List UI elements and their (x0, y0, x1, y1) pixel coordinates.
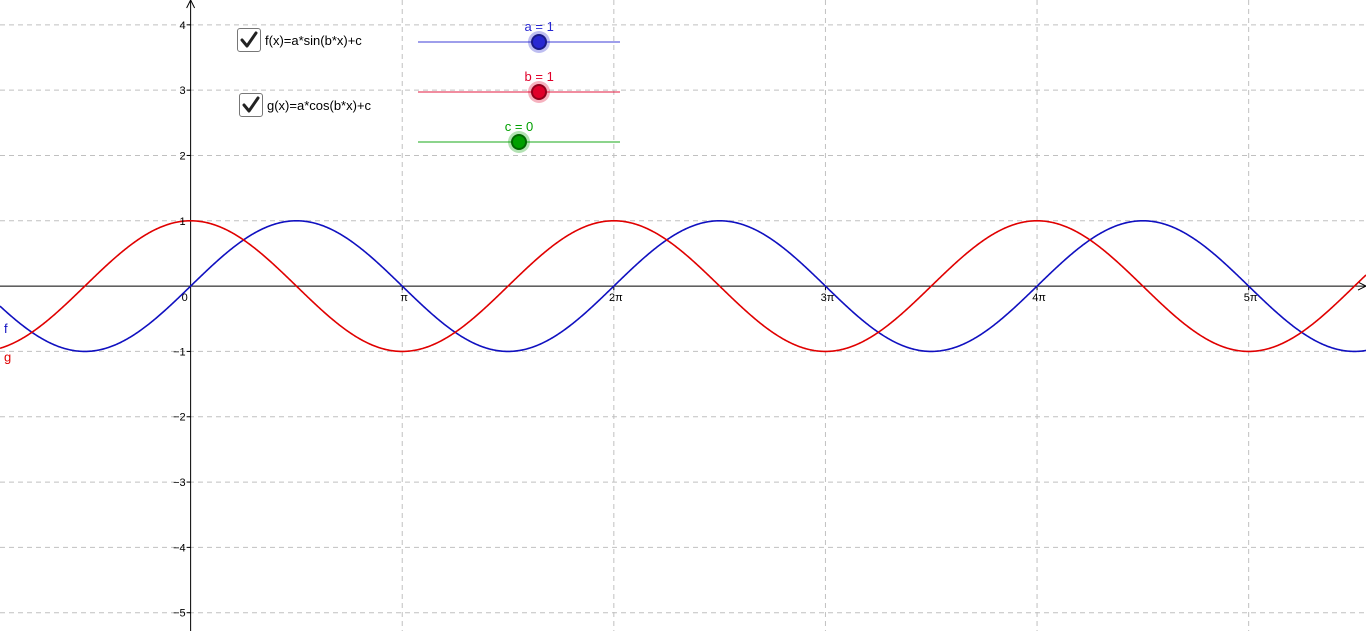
checkbox-label-f: f(x)=a*sin(b*x)+c (265, 32, 362, 48)
x-tick-label: 3π (821, 292, 835, 304)
y-axis-arrow (186, 0, 196, 9)
curves (0, 219, 1366, 353)
slider-a[interactable]: a = 1 (418, 19, 620, 63)
slider-b-label: b = 1 (524, 69, 554, 84)
x-tick-label: 4π (1032, 292, 1046, 304)
checkbox-show-g[interactable]: g(x)=a*cos(b*x)+c (239, 93, 371, 117)
x-tick-label: 2π (609, 292, 623, 304)
slider-b[interactable]: b = 1 (418, 69, 620, 113)
y-tick-label: 3 (179, 85, 185, 97)
slider-a-track[interactable] (418, 41, 620, 43)
curve-f (0, 219, 1366, 353)
check-icon (242, 96, 260, 113)
curve-g (0, 219, 1366, 353)
origin-label: 0 (182, 292, 188, 304)
curve-label-f: f (4, 321, 8, 336)
x-tick-label: π (400, 292, 408, 304)
tick-labels: π 2π 3π 4π 5π 4 3 2 1 −1 −2 −3 −4 −5 0 fg (4, 20, 1258, 620)
y-tick-label: 4 (179, 20, 185, 32)
slider-a-knob[interactable] (531, 34, 548, 50)
checkbox-box[interactable] (239, 93, 263, 117)
curve-label-g: g (4, 349, 11, 364)
slider-b-knob[interactable] (531, 84, 548, 100)
x-tick-label: 5π (1244, 292, 1258, 304)
y-tick-label: −5 (173, 608, 186, 620)
y-tick-label: −3 (173, 477, 186, 489)
check-icon (240, 31, 258, 48)
checkbox-label-g: g(x)=a*cos(b*x)+c (267, 97, 372, 113)
y-tick-label: −2 (173, 412, 186, 424)
checkbox-show-f[interactable]: f(x)=a*sin(b*x)+c (237, 28, 362, 52)
y-tick-label: −4 (173, 542, 186, 554)
slider-a-label: a = 1 (524, 19, 554, 34)
checkbox-box[interactable] (237, 28, 261, 52)
slider-b-track[interactable] (418, 91, 620, 93)
slider-c-label: c = 0 (504, 119, 534, 134)
slider-c-knob[interactable] (511, 134, 527, 150)
y-tick-label: 1 (179, 216, 185, 228)
slider-c[interactable]: c = 0 (418, 119, 620, 163)
x-axis-arrow (1357, 281, 1366, 291)
y-tick-label: 2 (179, 150, 185, 162)
y-tick-label: −1 (173, 346, 186, 358)
